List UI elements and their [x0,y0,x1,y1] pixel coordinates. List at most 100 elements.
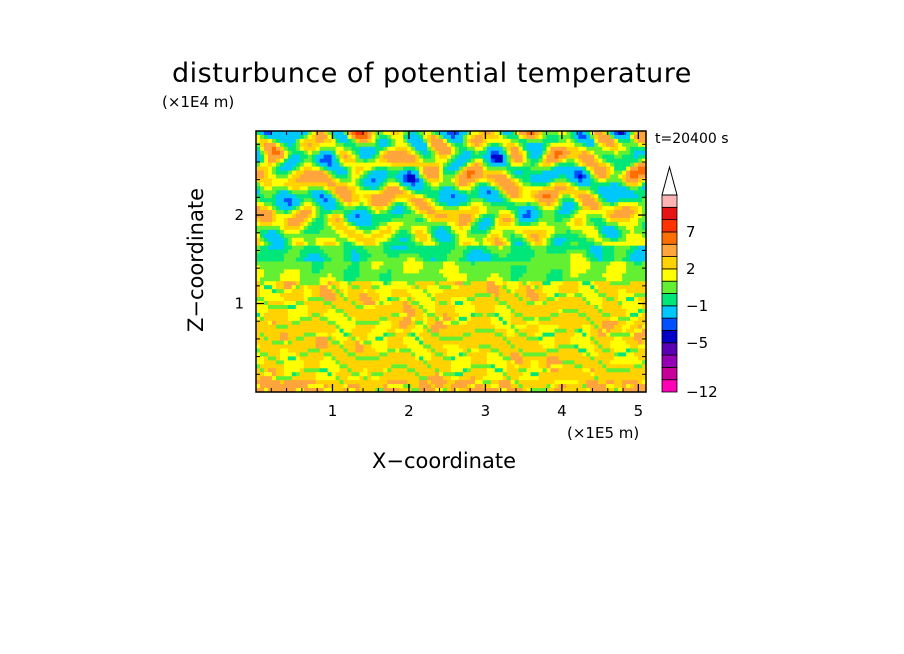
contour-cell [550,233,556,239]
contour-cell [431,214,436,219]
contour-cell [403,257,408,263]
contour-cell [610,328,615,334]
contour-cell [542,170,548,176]
contour-cell [594,257,599,263]
contour-cell [447,131,452,136]
contour-cell [335,229,341,235]
contour-cell [550,257,556,263]
contour-cell [602,324,607,330]
contour-cell [486,308,492,314]
contour-cell [439,245,444,251]
contour-cell [522,328,528,334]
contour-cell [518,178,524,183]
contour-cell [614,277,619,282]
contour-cell [550,289,556,294]
contour-cell [610,301,615,306]
contour-cell [610,225,615,231]
contour-cell [538,253,544,259]
contour-cell [319,293,325,298]
contour-cell [339,305,345,310]
contour-cell [395,131,400,136]
contour-cell [347,146,353,152]
contour-cell [566,138,571,144]
contour-cell [538,142,544,148]
contour-cell [566,312,571,318]
contour-cell [379,186,384,191]
contour-cell [538,174,544,180]
contour-cell [610,293,615,298]
contour-cell [439,150,444,156]
contour-cell [598,142,603,148]
contour-cell [291,328,297,334]
contour-cell [387,131,392,136]
contour-cell [458,190,464,195]
contour-cell [283,138,289,144]
contour-cell [530,257,536,263]
contour-cell [423,146,428,152]
contour-cell [490,277,496,282]
contour-cell [327,245,333,251]
contour-cell [303,150,309,156]
contour-cell [395,210,400,215]
contour-cell [618,237,623,243]
contour-cell [403,138,408,144]
contour-cell [431,285,436,290]
contour-cell [343,131,349,136]
contour-cell [391,214,396,219]
contour-cell [542,186,548,191]
contour-cell [287,194,293,199]
contour-cell [618,178,623,183]
contour-cell [498,233,504,239]
contour-cell [458,285,464,290]
contour-cell [267,131,273,136]
contour-cell [474,261,480,267]
contour-cell [638,269,643,274]
contour-cell [383,273,388,278]
contour-cell [287,297,293,302]
contour-cell [335,241,341,247]
contour-cell [391,265,396,270]
contour-cell [494,261,500,267]
contour-cell [486,218,492,223]
contour-cell [558,308,564,314]
contour-cell [622,202,627,207]
contour-cell [359,170,365,176]
contour-cell [447,174,452,180]
contour-cell [307,293,313,298]
contour-cell [271,225,277,231]
contour-cell [303,245,309,251]
contour-cell [590,198,595,203]
contour-cell [319,237,325,243]
contour-cell [371,253,376,259]
contour-cell [530,134,536,140]
contour-cell [411,198,416,203]
contour-cell [299,245,305,251]
contour-cell [355,249,361,255]
contour-cell [530,261,536,267]
contour-cell [454,273,460,278]
contour-cell [415,166,420,172]
contour-cell [462,218,468,223]
contour-cell [359,245,365,251]
contour-cell [634,166,639,172]
contour-cell [522,178,528,183]
contour-cell [275,301,281,306]
contour-cell [319,273,325,278]
contour-cell [395,138,400,144]
contour-cell [275,308,281,314]
contour-cell [295,297,301,302]
contour-cell [371,198,376,203]
contour-cell [423,218,428,223]
contour-cell [291,162,297,168]
contour-cell [411,221,416,227]
contour-cell [610,285,615,290]
contour-cell [642,162,647,168]
contour-cell [454,186,460,191]
contour-cell [431,241,436,247]
contour-cell [391,237,396,243]
contour-cell [327,297,333,302]
contour-cell [458,289,464,294]
contour-cell [526,257,532,263]
contour-cell [466,194,472,199]
contour-cell [558,178,564,183]
